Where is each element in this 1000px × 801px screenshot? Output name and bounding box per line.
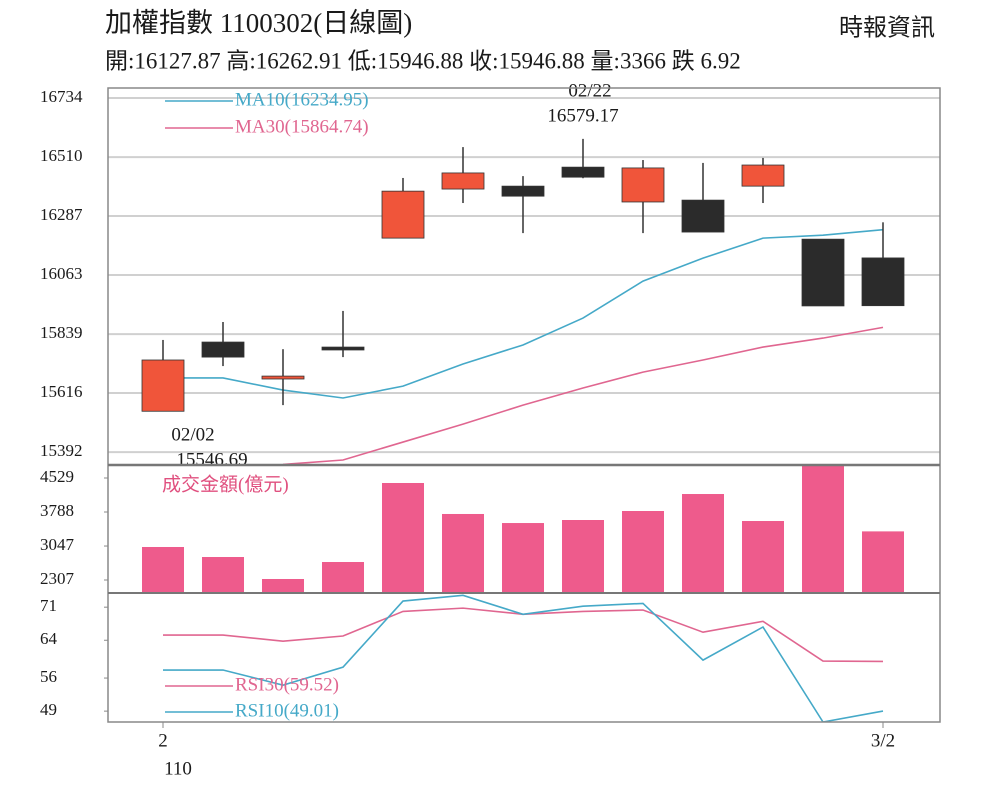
y-tick-label: 3047 [40,535,75,554]
x-sublabel: 110 [164,758,192,779]
bar [142,546,184,593]
summary: 開:16127.87 高:16262.91 低:15946.88 收:15946… [105,48,741,73]
source: 時報資訊 [839,15,935,42]
candle-body [501,185,545,197]
y-tick-label: 56 [40,667,57,686]
candle-body [561,166,605,178]
annotation: 16579.17 [547,105,618,126]
annotation: 15546.69 [176,449,247,470]
candle-body [141,359,185,412]
chart-title: 加權指數 1100302(日線圖) [105,8,412,38]
series-line [282,326,884,465]
y-tick-label: 15839 [40,323,83,342]
legend-label: RSI30(59.52) [235,674,339,695]
y-tick-label: 15392 [40,441,83,460]
candle-body [681,199,725,233]
series-line [163,607,884,663]
series-line [163,594,884,722]
y-tick-label: 15616 [40,382,83,401]
bar [202,557,244,593]
annotation: 02/22 [568,80,611,101]
y-tick-label: 16063 [40,264,83,283]
x-tick-label: 3/2 [871,730,895,751]
bar [442,513,484,593]
candle-body [201,341,245,358]
y-tick-label: 16287 [40,205,83,224]
plot: 15392 15616 15839 16063 16287 16510 16734 MA10(… [40,80,940,779]
bar [802,465,844,593]
candle-body [801,238,845,307]
candle-body [381,190,425,239]
bar [742,521,784,593]
series-line [163,228,884,399]
candle-body [261,375,305,380]
plot-frame [107,87,941,723]
y-tick-label: 2307 [40,569,75,588]
y-tick-label: 16734 [40,87,83,106]
legend-label: MA30(15864.74) [235,116,369,137]
annotation: 02/02 [171,424,214,445]
bar [322,562,364,593]
bar [502,523,544,593]
y-tick-label: 64 [40,629,58,648]
panel-label: 成交金額(億元) [162,473,289,495]
candle-body [741,164,785,187]
bar [382,482,424,593]
x-tick-label: 2 [158,730,168,751]
bar [862,531,904,593]
legend-label: MA10(16234.95) [235,89,369,110]
candle-body [621,167,665,203]
candle-body [861,257,905,307]
candle-body [441,172,485,190]
y-tick-label: 16510 [40,146,83,165]
legend-label: RSI10(49.01) [235,700,339,721]
bar [562,520,604,593]
bar [262,578,304,593]
y-tick-label: 3788 [40,501,74,520]
candle-body [321,346,365,351]
bar [682,494,724,593]
y-tick-label: 4529 [40,467,74,486]
y-tick-label: 49 [40,700,57,719]
y-tick-label: 71 [40,596,57,615]
bar [622,511,664,593]
